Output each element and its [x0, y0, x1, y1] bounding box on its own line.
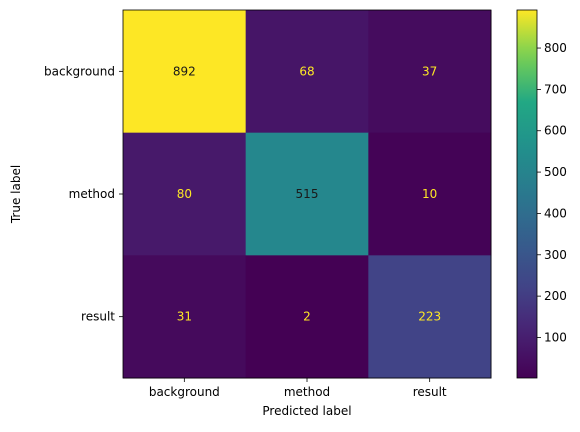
x-tick-label: method: [284, 385, 330, 399]
heatmap-cell: [123, 10, 247, 134]
cell-value-label: 10: [422, 187, 437, 201]
cell-value-label: 31: [177, 310, 192, 324]
colorbar-tick-label: 400: [544, 206, 567, 220]
heatmap-cell: [368, 255, 492, 379]
x-tick-label: background: [149, 385, 220, 399]
y-tick-label: result: [81, 310, 115, 324]
heatmap-cell: [368, 132, 492, 256]
cell-value-label: 2: [303, 310, 311, 324]
y-tick-label: background: [44, 64, 115, 78]
heatmap-cell: [123, 132, 247, 256]
heatmap-cell: [245, 10, 369, 134]
heatmap-cell: [245, 132, 369, 256]
y-axis-ticks: background method result: [44, 64, 123, 324]
x-axis-ticks: background method result: [149, 378, 447, 399]
colorbar-tick-label: 500: [544, 165, 567, 179]
colorbar-tick-label: 100: [544, 330, 567, 344]
colorbar: [516, 9, 538, 379]
cell-value-label: 37: [422, 64, 437, 78]
cell-value-label: 68: [299, 64, 314, 78]
y-tick-label: method: [69, 187, 115, 201]
heatmap-cells: [123, 10, 492, 379]
colorbar-tick-label: 300: [544, 248, 567, 262]
colorbar-tick-label: 800: [544, 41, 567, 55]
heatmap-cell: [245, 255, 369, 379]
x-axis-label: Predicted label: [262, 404, 351, 418]
cell-value-label: 892: [173, 64, 196, 78]
heatmap-cell: [123, 255, 247, 379]
colorbar-tick-label: 700: [544, 82, 567, 96]
colorbar-tick-label: 200: [544, 289, 567, 303]
x-tick-label: result: [413, 385, 447, 399]
heatmap-cell: [368, 10, 492, 134]
colorbar-tick-label: 600: [544, 124, 567, 138]
cell-value-labels: 892 68 37 80 515 10 31 2 223: [173, 64, 441, 323]
y-axis-label: True label: [9, 165, 23, 224]
cell-value-label: 515: [296, 187, 319, 201]
cell-value-label: 223: [418, 310, 441, 324]
cell-value-label: 80: [177, 187, 192, 201]
colorbar-ticks: 100 200 300 400 500 600 700 800: [537, 41, 567, 344]
